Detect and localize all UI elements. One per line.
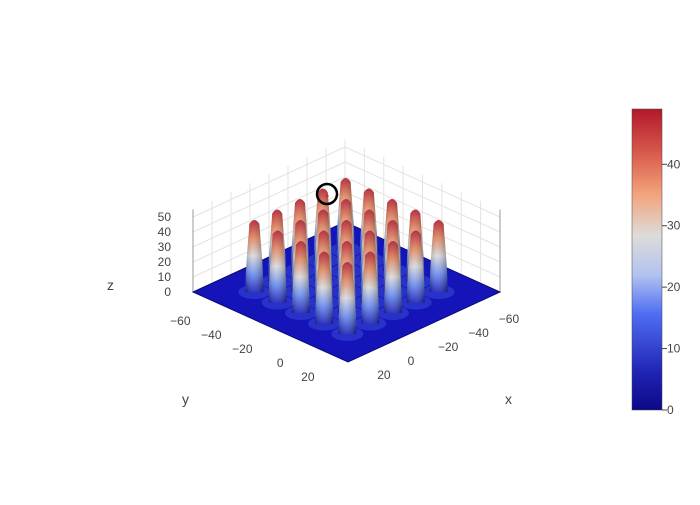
colorbar-ticks: 0 10 20 30 40	[662, 157, 681, 417]
grid-line	[344, 161, 501, 233]
z-tick-label: 0	[164, 285, 171, 299]
colorbar: 0 10 20 30 40	[631, 108, 681, 417]
z-tick-label: 40	[158, 225, 172, 239]
peak	[422, 220, 455, 299]
y-tick-label: −40	[201, 328, 222, 342]
peak	[377, 241, 409, 320]
grid-line	[344, 146, 501, 218]
peak	[354, 251, 387, 331]
grid-line	[192, 146, 346, 218]
x-tick-label: −20	[438, 340, 459, 354]
y-tick-label: −60	[170, 314, 191, 328]
colorbar-tick-label: 30	[667, 219, 681, 233]
hover-point-icon	[325, 194, 329, 198]
colorbar-tick-label: 40	[667, 157, 681, 171]
peak	[284, 241, 317, 320]
peak-shade	[429, 220, 448, 292]
peak-shade	[384, 241, 402, 313]
peak	[238, 220, 271, 299]
peak	[261, 230, 294, 310]
colorbar-tick-label: 10	[667, 342, 681, 356]
peak-shade	[245, 220, 264, 292]
z-tick-label: 20	[158, 255, 172, 269]
surface-peaks	[238, 178, 455, 341]
peak-shade	[268, 230, 287, 303]
x-axis-title: x	[505, 391, 512, 407]
x-tick-label: 20	[377, 368, 391, 382]
peak-shade	[406, 230, 425, 303]
peak-shade	[291, 241, 310, 313]
peak	[331, 262, 364, 341]
peak	[399, 230, 432, 310]
z-tick-label: 50	[158, 210, 172, 224]
hover-marker-icon	[315, 182, 339, 206]
x-tick-label: −40	[468, 326, 489, 340]
z-tick-label: 30	[158, 240, 172, 254]
grid-line	[192, 161, 346, 233]
x-tick-label: −60	[499, 312, 520, 326]
y-tick-label: −20	[232, 342, 253, 356]
y-axis-title: y	[182, 391, 189, 407]
z-axis-title: z	[107, 277, 114, 293]
y-tick-label: 0	[277, 356, 284, 370]
y-tick-label: 20	[301, 370, 315, 384]
peak-shade	[361, 251, 380, 324]
peak-shade	[338, 262, 357, 334]
colorbar-tick-label: 20	[667, 280, 681, 294]
grid-line	[344, 176, 501, 248]
colorbar-gradient	[631, 108, 663, 411]
peak	[308, 251, 341, 331]
z-tick-label: 10	[158, 270, 172, 284]
colorbar-tick-label: 0	[667, 403, 674, 417]
peak-shade	[315, 251, 334, 324]
x-tick-label: 0	[408, 354, 415, 368]
